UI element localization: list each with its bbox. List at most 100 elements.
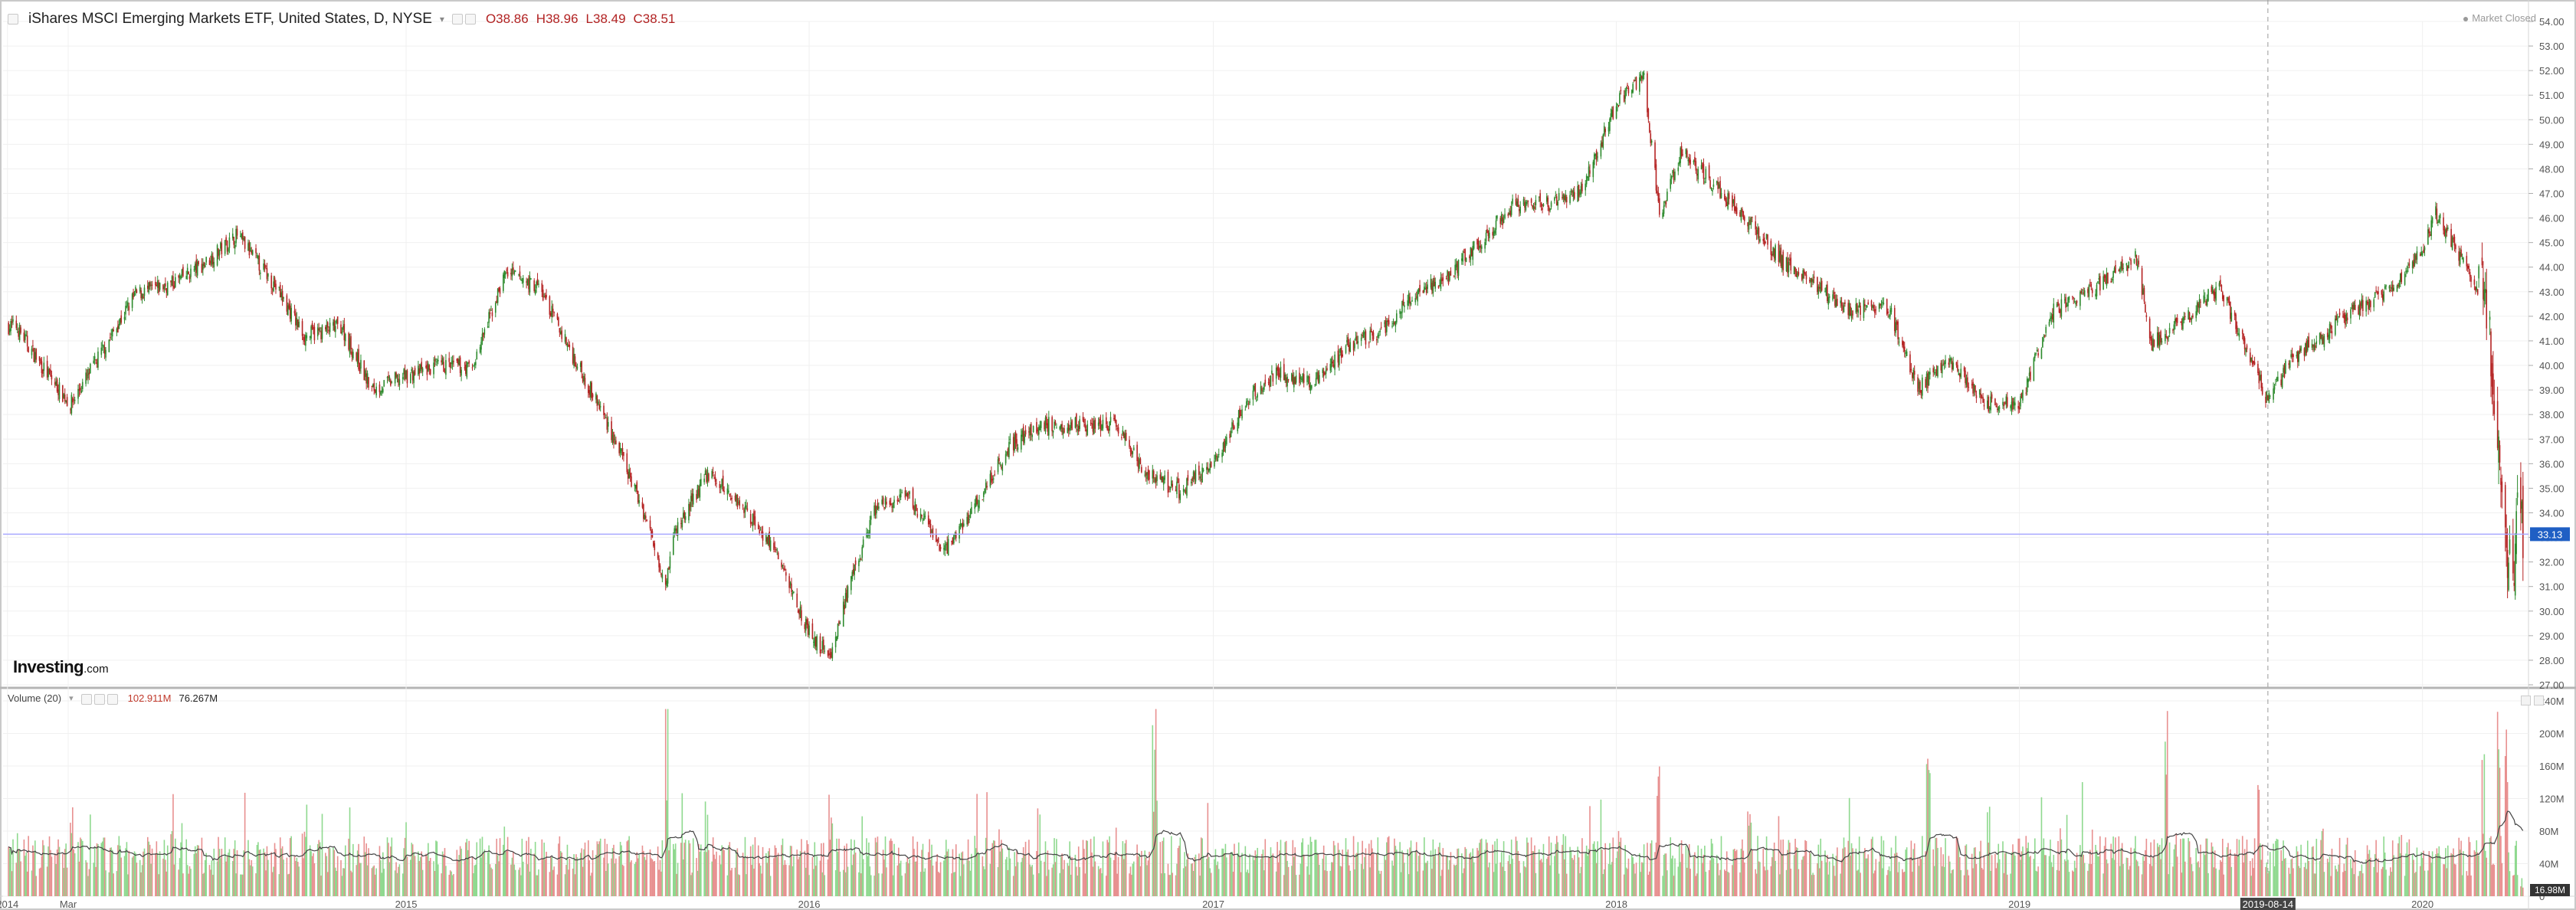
candle-body bbox=[1678, 161, 1680, 165]
volume-bar bbox=[654, 861, 656, 896]
candle-body bbox=[1670, 178, 1671, 189]
volume-bar bbox=[148, 841, 150, 896]
candle-body bbox=[1710, 188, 1712, 189]
candle-body bbox=[1873, 305, 1875, 309]
candle-body bbox=[1399, 310, 1401, 314]
candle-body bbox=[16, 329, 18, 330]
volume-bar bbox=[2220, 859, 2221, 896]
candle-body bbox=[1519, 206, 1521, 214]
volume-bar bbox=[2476, 852, 2479, 896]
candle-body bbox=[1061, 424, 1063, 433]
volume-bar bbox=[1937, 847, 1939, 896]
candle-body bbox=[2060, 309, 2061, 313]
candle-body bbox=[1955, 362, 1958, 365]
candle-body bbox=[1654, 142, 1656, 169]
volume-bar bbox=[2073, 871, 2075, 896]
volume-bar bbox=[18, 849, 21, 896]
volume-bar bbox=[952, 849, 954, 896]
candle-body bbox=[1982, 397, 1984, 403]
candle-body bbox=[1569, 195, 1571, 204]
candle-body bbox=[108, 339, 110, 352]
candle-body bbox=[2336, 318, 2338, 323]
candle-body bbox=[1464, 249, 1466, 261]
volume-bar bbox=[814, 842, 816, 896]
volume-bar bbox=[1152, 811, 1155, 896]
volume-bar bbox=[599, 838, 601, 896]
candle-body bbox=[544, 295, 546, 299]
candle-body bbox=[1339, 348, 1342, 353]
candle-body bbox=[2241, 330, 2243, 334]
candle-body bbox=[264, 263, 266, 268]
volume-bar bbox=[2230, 849, 2231, 896]
candle-body bbox=[1237, 422, 1239, 431]
volume-bar bbox=[1346, 852, 1348, 896]
volume-bar bbox=[464, 860, 466, 896]
candle-body bbox=[2338, 313, 2341, 316]
candle-body bbox=[1179, 493, 1181, 500]
volume-bar bbox=[1958, 845, 1960, 896]
volume-bar bbox=[1379, 873, 1381, 896]
volume-bar bbox=[2451, 853, 2453, 896]
volume-bar bbox=[365, 843, 367, 896]
candle-body bbox=[2366, 301, 2368, 304]
volume-bar bbox=[2079, 845, 2081, 896]
volume-bar bbox=[356, 865, 357, 896]
candle-body bbox=[1833, 292, 1835, 295]
volume-bar bbox=[637, 858, 639, 896]
volume-bar bbox=[1046, 876, 1047, 896]
candle-body bbox=[125, 306, 126, 315]
candle-body bbox=[103, 345, 104, 348]
volume-bar bbox=[275, 849, 277, 896]
candle-body bbox=[2027, 378, 2029, 382]
volume-bar bbox=[862, 859, 864, 896]
candle-body bbox=[952, 538, 954, 545]
candle-body bbox=[1302, 373, 1304, 382]
volume-bar bbox=[518, 869, 519, 896]
volume-bar bbox=[1221, 848, 1223, 896]
volume-bar bbox=[1627, 858, 1630, 896]
volume-bar bbox=[2030, 856, 2031, 896]
volume-bar bbox=[266, 846, 268, 896]
volume-bar bbox=[1254, 850, 1257, 896]
candle-body bbox=[491, 312, 493, 316]
candle-body bbox=[828, 653, 830, 656]
candle-body bbox=[286, 295, 288, 312]
candle-body bbox=[413, 372, 415, 383]
candle-body bbox=[1484, 241, 1486, 249]
candle-body bbox=[1545, 196, 1548, 202]
candle-body bbox=[2130, 260, 2132, 265]
volume-bar bbox=[891, 840, 893, 896]
candle-body bbox=[1739, 211, 1741, 217]
volume-bar bbox=[2141, 874, 2143, 896]
volume-bar bbox=[445, 866, 447, 896]
volume-bar bbox=[297, 862, 299, 896]
candle-body bbox=[699, 484, 701, 498]
candle-body bbox=[1565, 197, 1568, 203]
candle-body bbox=[536, 281, 537, 289]
volume-bar bbox=[1603, 869, 1605, 896]
candle-body bbox=[1172, 483, 1174, 487]
volume-bar bbox=[250, 865, 251, 896]
candle-body bbox=[298, 322, 300, 327]
volume-bar bbox=[2250, 861, 2251, 896]
volume-bar bbox=[418, 851, 419, 896]
candle-body bbox=[1334, 354, 1336, 370]
volume-bar bbox=[719, 864, 722, 896]
candle-body bbox=[1434, 281, 1437, 289]
volume-bar bbox=[333, 849, 336, 896]
volume-bar bbox=[726, 875, 729, 896]
volume-bar bbox=[2415, 872, 2417, 896]
candle-body bbox=[1649, 123, 1650, 133]
volume-bar bbox=[574, 874, 576, 896]
volume-bar bbox=[395, 862, 397, 896]
candle-body bbox=[2478, 266, 2479, 279]
volume-bar bbox=[231, 861, 234, 896]
volume-bar bbox=[1917, 857, 1919, 896]
candle-body bbox=[290, 307, 292, 322]
volume-bar bbox=[25, 856, 26, 896]
volume-bar bbox=[2184, 861, 2186, 896]
volume-bar bbox=[1378, 870, 1380, 896]
candle-body bbox=[2362, 300, 2364, 312]
candle-body bbox=[81, 381, 84, 389]
candle-body bbox=[654, 543, 656, 551]
